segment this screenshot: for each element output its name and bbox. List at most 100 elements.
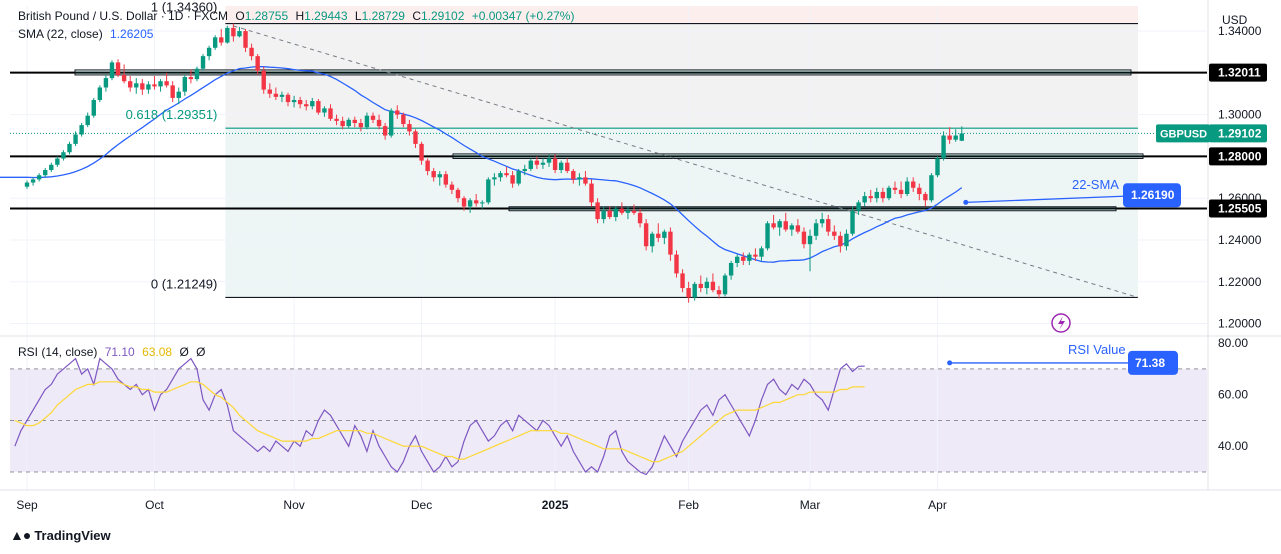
candle-body [492, 177, 497, 180]
candle-body [747, 254, 752, 261]
candle-body [510, 175, 515, 184]
candle-body [886, 187, 892, 199]
candle-body [619, 208, 625, 213]
candle-body [589, 183, 594, 203]
downtrend-line [233, 25, 1139, 298]
candle-body [297, 100, 303, 105]
tradingview-logo-icon: ▲● [10, 527, 31, 543]
candle-body [267, 89, 272, 94]
candle-body [352, 119, 357, 123]
sr-zone-1 [452, 153, 1144, 160]
candle-body [261, 70, 266, 90]
candle-body [528, 160, 534, 169]
candle-body [595, 202, 600, 220]
candle-body [443, 174, 449, 185]
rsi-value: 71.10 [104, 345, 135, 359]
fib-zone-top [225, 6, 1138, 24]
candle-body [874, 191, 879, 199]
candle-body [316, 101, 321, 113]
candle-body [176, 91, 181, 98]
rsi-label: RSI (14, close) [18, 345, 98, 359]
time-axis-tick: Oct [145, 498, 164, 512]
candle-body [340, 120, 345, 127]
price-tag-bg [1209, 124, 1267, 143]
candle-body [904, 181, 910, 195]
candle-body [364, 115, 370, 128]
candle-body [868, 196, 873, 199]
tradingview-footer[interactable]: ▲● TradingView [10, 527, 111, 543]
rsi-legend[interactable]: RSI (14, close) 71.10 63.08 Ø Ø [18, 345, 209, 359]
candle-body [109, 62, 115, 79]
symbol-title: British Pound / U.S. Dollar · 1D · FXCM [18, 9, 229, 23]
rsi-line [14, 357, 865, 476]
symbol-tag-bg [1156, 124, 1210, 143]
candle-body [631, 210, 637, 213]
candle-body [534, 160, 540, 165]
candle-body [146, 84, 151, 90]
candle-body [935, 158, 940, 176]
candle-body [115, 62, 121, 75]
level-tag-0: 1.32011 [1218, 66, 1261, 80]
candle-body [801, 231, 807, 245]
candle-body [674, 254, 679, 274]
candle-body [892, 187, 898, 190]
candle-body [838, 235, 843, 247]
rsi-callout-dot [947, 360, 953, 366]
candle-body [807, 235, 813, 245]
candle-body [231, 27, 236, 37]
candle-body [61, 152, 66, 159]
candle-body [431, 171, 436, 178]
candle-body [461, 198, 467, 207]
chart-legend-main: British Pound / U.S. Dollar · 1D · FXCM … [18, 9, 578, 23]
candle-body [552, 158, 558, 170]
candle-body [140, 83, 145, 90]
rsi-value-box [1128, 350, 1178, 375]
candle-body [850, 210, 855, 234]
candle-body [777, 221, 782, 228]
candle-body [30, 179, 36, 183]
candle-body [455, 189, 461, 199]
candle-body [103, 78, 109, 88]
time-axis-tick: Nov [283, 498, 304, 512]
candle-body [304, 104, 309, 107]
candle-body [395, 110, 400, 115]
candle-body [273, 93, 279, 97]
currency-label[interactable]: USD [1222, 13, 1248, 27]
candle-body [212, 37, 218, 48]
time-axis-tick: Sep [16, 498, 38, 512]
candle-body [789, 225, 795, 230]
candle-body [328, 108, 333, 119]
candle-body [346, 119, 351, 127]
candle-body [73, 134, 78, 144]
candle-body [376, 119, 382, 127]
candle-body [546, 158, 552, 163]
candle-body [522, 168, 527, 172]
candle-body [158, 81, 163, 87]
candle-body [200, 56, 206, 69]
candle-body [698, 283, 703, 289]
candle-body [370, 115, 376, 120]
rsi-annotation-text: RSI Value [1068, 342, 1126, 357]
candle-body [55, 158, 60, 165]
candle-body [601, 210, 606, 220]
low-label: L [354, 9, 362, 23]
price-axis-tick: 1.22000 [1218, 275, 1262, 289]
candle-body [692, 283, 697, 298]
candle-body [637, 212, 643, 224]
lightning-icon-bolt [1058, 316, 1065, 330]
candle-body [498, 173, 503, 178]
candle-body [710, 281, 716, 291]
candle-body [279, 94, 285, 97]
time-axis-tick: Mar [800, 498, 821, 512]
candle-body [170, 85, 175, 98]
sma-label: SMA (22, close) [18, 27, 103, 41]
candle-body [613, 208, 618, 218]
rsi-axis-tick: 40.00 [1218, 439, 1248, 453]
sma-legend[interactable]: SMA (22, close) 1.26205 [18, 27, 157, 41]
fib-label-1: 1 (1.34360) [151, 0, 218, 15]
candle-body [704, 281, 710, 289]
fib-label-0618: 0.618 (1.29351) [126, 107, 218, 122]
candle-body [880, 191, 886, 199]
candle-body [607, 210, 612, 218]
